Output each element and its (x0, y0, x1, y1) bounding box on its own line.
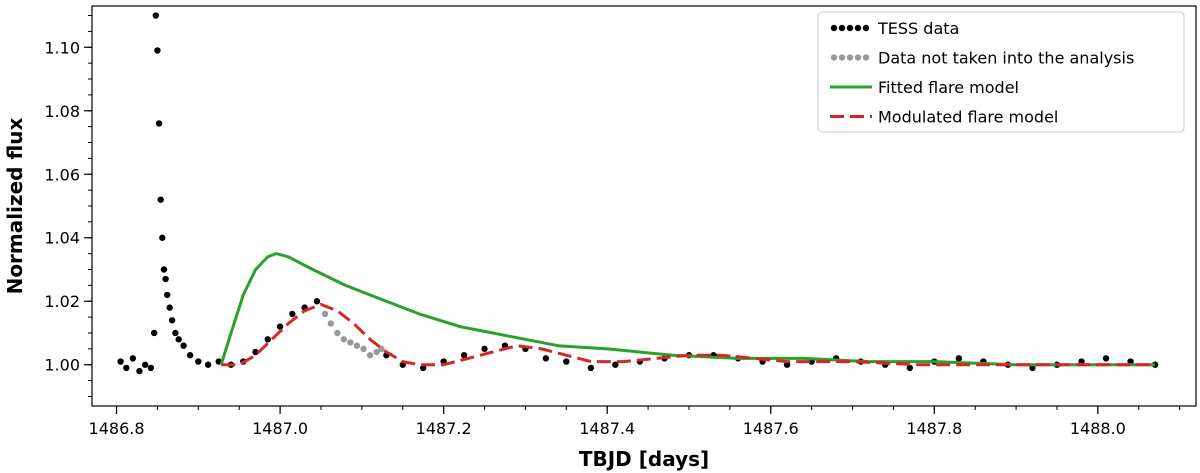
tess-data-point (150, 329, 158, 337)
x-tick-label: 1487.2 (416, 419, 472, 438)
x-tick-label: 1488.0 (1070, 419, 1126, 438)
excluded-data-point (366, 352, 374, 359)
tess-data-point (783, 361, 791, 368)
fitted-flare-model-line (219, 252, 1156, 367)
tess-data-point (180, 342, 187, 349)
tess-data-point (420, 364, 427, 372)
x-axis: 1486.8 1487.0 1487.2 1487.4 1487.6 1487.8 1488… (89, 406, 1181, 438)
tess-data-point (147, 364, 155, 372)
excluded-data-point (373, 348, 380, 356)
tess-data-point (160, 266, 168, 273)
tess-data-point (168, 317, 176, 324)
tess-data-point (152, 12, 159, 19)
y-tick-label: 1.10 (44, 38, 80, 57)
legend-marker (830, 24, 838, 32)
tess-data-point (159, 234, 166, 241)
excluded-data-point (327, 320, 334, 327)
excluded-data-point (353, 342, 361, 349)
excluded-data-point (347, 339, 354, 346)
tess-data-point (1029, 364, 1036, 372)
x-axis-label: TBJD [days] (579, 447, 709, 471)
x-tick-label: 1486.8 (89, 419, 145, 438)
excluded-data-point (340, 336, 348, 343)
legend-marker (862, 24, 870, 32)
tess-data-point (1127, 358, 1134, 365)
tess-data-point (123, 364, 130, 372)
tess-data-point (186, 352, 194, 359)
legend-marker (846, 24, 854, 32)
tess-data-point (195, 358, 202, 365)
legend-marker (862, 54, 870, 61)
tess-data-point (289, 310, 296, 318)
excluded-data-point (360, 345, 367, 353)
tess-data-point (1151, 361, 1159, 368)
legend-label: TESS data (877, 19, 959, 38)
tess-data-point (172, 329, 179, 337)
tess-data-point (906, 364, 913, 372)
tess-data-point (141, 361, 149, 368)
tess-data-point (175, 336, 182, 343)
tess-data-point (542, 355, 550, 362)
y-axis: 1.00 1.02 1.04 1.06 1.08 1.10 (44, 15, 92, 397)
x-tick-label: 1487.0 (252, 419, 308, 438)
tess-data-point (276, 323, 284, 330)
y-tick-label: 1.08 (44, 102, 80, 121)
tess-data-point (129, 355, 137, 362)
legend-marker (846, 54, 854, 61)
legend-marker (838, 54, 846, 61)
tess-data-point (252, 348, 259, 356)
legend-marker (854, 24, 862, 32)
tess-data-point (1078, 358, 1085, 365)
legend-marker (854, 54, 862, 61)
modulated-flare-model-line (221, 302, 1156, 367)
tess-data-point (166, 304, 173, 311)
x-tick-label: 1487.6 (743, 419, 799, 438)
tess-data-point (117, 358, 124, 365)
legend-label: Modulated flare model (878, 108, 1058, 127)
tess-data-point (955, 355, 963, 362)
tess-data-point (563, 358, 570, 365)
x-tick-label: 1487.4 (579, 419, 635, 438)
legend-marker (838, 24, 846, 32)
x-tick-label: 1487.8 (906, 419, 962, 438)
legend-label: Data not taken into the analysis (878, 49, 1134, 68)
tess-data-point (155, 120, 163, 127)
tess-data-point (612, 361, 619, 368)
tess-data-point (587, 364, 595, 372)
tess-data-point (204, 361, 212, 368)
y-tick-label: 1.06 (44, 165, 80, 184)
tess-data-point (162, 275, 169, 283)
y-tick-label: 1.02 (44, 292, 80, 311)
tess-data-point (154, 47, 161, 54)
legend-marker (830, 54, 838, 61)
y-tick-label: 1.04 (44, 229, 80, 248)
tess-data-point (481, 345, 488, 353)
excluded-data-point (378, 345, 385, 353)
tess-data-point (264, 336, 272, 343)
y-tick-label: 1.00 (44, 356, 80, 375)
excluded-data-point (321, 310, 329, 318)
tess-data-point (136, 367, 143, 375)
tess-data-point (1102, 355, 1110, 362)
series-layer (117, 12, 1159, 375)
legend: TESS data Data not taken into the analysi… (817, 11, 1185, 133)
tess-data-point (313, 298, 321, 305)
excluded-data-point (334, 329, 341, 337)
tess-data-point (460, 352, 468, 359)
y-axis-label: Normalized flux (3, 117, 27, 294)
legend-box (817, 11, 1185, 133)
tess-data-point (157, 196, 164, 203)
tess-data-point (164, 291, 171, 299)
legend-label: Fitted flare model (878, 78, 1019, 97)
